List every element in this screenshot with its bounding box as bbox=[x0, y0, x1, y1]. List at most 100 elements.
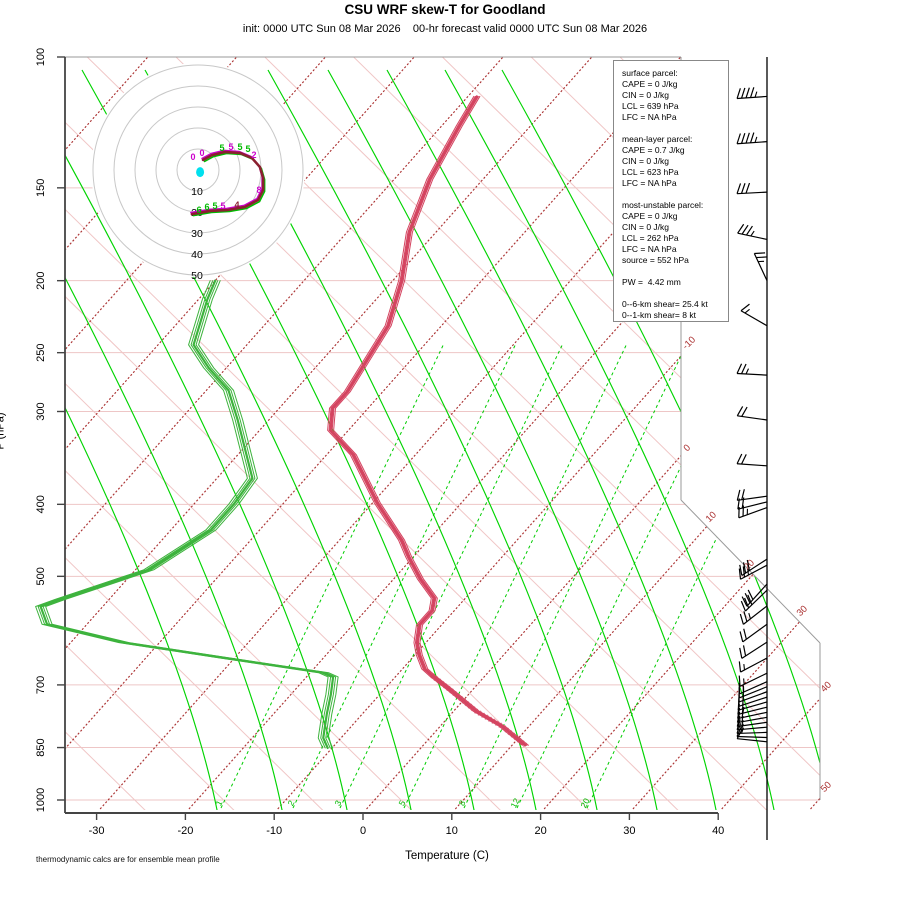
svg-text:700: 700 bbox=[35, 676, 47, 694]
svg-text:0: 0 bbox=[682, 442, 693, 454]
dewpoint-trace bbox=[35, 279, 339, 750]
svg-text:30: 30 bbox=[623, 825, 635, 837]
legend-line: CAPE = 0.7 J/kg bbox=[622, 145, 685, 155]
svg-text:-20: -20 bbox=[177, 825, 193, 837]
svg-text:40: 40 bbox=[712, 825, 724, 837]
wind-barb bbox=[737, 497, 768, 510]
wind-barb bbox=[736, 726, 768, 739]
parcel-info-panel: surface parcel: CAPE = 0 J/kg CIN = 0 J/kg… bbox=[613, 60, 729, 322]
wind-barb bbox=[740, 589, 768, 612]
legend-line: LCL = 623 hPa bbox=[622, 167, 679, 177]
svg-text:40: 40 bbox=[819, 680, 834, 695]
wind-barb bbox=[736, 453, 768, 467]
wind-barb bbox=[738, 505, 768, 519]
svg-text:10: 10 bbox=[446, 825, 458, 837]
legend-line: CIN = 0 J/kg bbox=[622, 222, 670, 232]
wind-barb bbox=[738, 564, 768, 580]
svg-text:3: 3 bbox=[332, 798, 343, 807]
svg-text:-10: -10 bbox=[681, 334, 699, 351]
svg-text:-10: -10 bbox=[266, 825, 282, 837]
legend-line: source = 552 hPa bbox=[622, 255, 689, 265]
plot-frame: -30 -20 -10 0 10 20 30 401001502002503004005007… bbox=[35, 48, 834, 837]
legend-line: LFC = NA hPa bbox=[622, 178, 677, 188]
svg-text:150: 150 bbox=[35, 179, 47, 197]
hodograph-height-label: 4 bbox=[234, 200, 239, 210]
svg-text:500: 500 bbox=[35, 567, 47, 585]
hodograph-height-label: 6 bbox=[204, 202, 209, 212]
svg-text:2: 2 bbox=[285, 798, 296, 807]
wind-barb bbox=[739, 605, 768, 625]
temperature-trace bbox=[327, 95, 529, 748]
svg-text:20: 20 bbox=[534, 825, 546, 837]
hodograph-height-label: 0 bbox=[199, 148, 204, 158]
wind-barb bbox=[736, 182, 768, 195]
legend-line: LFC = NA hPa bbox=[622, 112, 677, 122]
svg-text:8: 8 bbox=[456, 798, 467, 807]
hodograph-height-label: 2 bbox=[251, 150, 256, 160]
svg-text:30: 30 bbox=[795, 604, 810, 619]
svg-text:10: 10 bbox=[704, 510, 719, 525]
legend-line bbox=[622, 266, 728, 277]
svg-text:5: 5 bbox=[396, 798, 407, 807]
svg-text:0: 0 bbox=[360, 825, 366, 837]
svg-text:1: 1 bbox=[213, 798, 224, 807]
svg-text:250: 250 bbox=[35, 343, 47, 361]
wind-barb bbox=[739, 558, 768, 576]
hodograph-height-label: 8 bbox=[256, 185, 261, 195]
page-subtitle: init: 0000 UTC Sun 08 Mar 2026 00-hr for… bbox=[242, 23, 648, 35]
svg-text:20: 20 bbox=[578, 796, 591, 809]
legend-line bbox=[622, 123, 728, 134]
y-axis-label: P (hPa) bbox=[0, 412, 7, 449]
hodograph-height-label: 5 bbox=[219, 143, 224, 153]
legend-line: LCL = 262 hPa bbox=[622, 233, 679, 243]
hodograph-height-label: 5 bbox=[237, 142, 242, 152]
wind-barb bbox=[737, 223, 768, 241]
svg-text:300: 300 bbox=[35, 402, 47, 420]
svg-text:50: 50 bbox=[819, 780, 834, 795]
wind-barb bbox=[736, 132, 768, 145]
x-axis-label: Temperature (C) bbox=[405, 850, 489, 862]
wind-barb-column bbox=[736, 57, 768, 840]
wind-barb bbox=[736, 489, 768, 501]
svg-text:50: 50 bbox=[191, 270, 203, 282]
wind-barb bbox=[740, 303, 768, 327]
svg-text:850: 850 bbox=[35, 738, 47, 756]
legend-line: CIN = 0 J/kg bbox=[622, 90, 670, 100]
legend-line: mean-layer parcel: bbox=[622, 134, 693, 144]
legend-line: LFC = NA hPa bbox=[622, 244, 677, 254]
legend-line: PW = 4.42 mm bbox=[622, 277, 681, 287]
legend-line: CAPE = 0 J/kg bbox=[622, 79, 678, 89]
hodograph-height-label: 5 bbox=[228, 142, 233, 152]
legend-line bbox=[622, 189, 728, 200]
svg-text:1000: 1000 bbox=[35, 788, 47, 812]
wind-barb bbox=[736, 406, 768, 421]
wind-barb bbox=[736, 87, 768, 100]
legend-line: 0--1-km shear= 8 kt bbox=[622, 310, 696, 320]
wind-barb bbox=[739, 623, 768, 643]
wind-barb bbox=[753, 252, 768, 281]
legend-line bbox=[622, 288, 728, 299]
legend-line: CIN = 0 J/kg bbox=[622, 156, 670, 166]
svg-text:40: 40 bbox=[191, 249, 203, 261]
wind-barb bbox=[738, 672, 768, 687]
svg-text:100: 100 bbox=[35, 48, 47, 66]
hodograph-height-label: 6 bbox=[196, 205, 201, 215]
svg-text:30: 30 bbox=[191, 228, 203, 240]
hodograph-height-label: 5 bbox=[220, 201, 225, 211]
wind-barb bbox=[739, 641, 768, 659]
svg-text:-30: -30 bbox=[89, 825, 105, 837]
legend-line: CAPE = 0 J/kg bbox=[622, 211, 678, 221]
legend-line: most-unstable parcel: bbox=[622, 200, 704, 210]
hodograph-height-label: 5 bbox=[245, 144, 250, 154]
page-title: CSU WRF skew-T for Goodland bbox=[344, 2, 546, 17]
svg-text:200: 200 bbox=[35, 271, 47, 289]
hodograph-height-label: 5 bbox=[212, 201, 217, 211]
wind-barb bbox=[738, 657, 768, 673]
svg-text:10: 10 bbox=[191, 186, 203, 198]
legend-line: surface parcel: bbox=[622, 68, 678, 78]
wind-barb bbox=[736, 728, 768, 743]
footnote-text: thermodynamic calcs are for ensemble mea… bbox=[36, 855, 220, 864]
